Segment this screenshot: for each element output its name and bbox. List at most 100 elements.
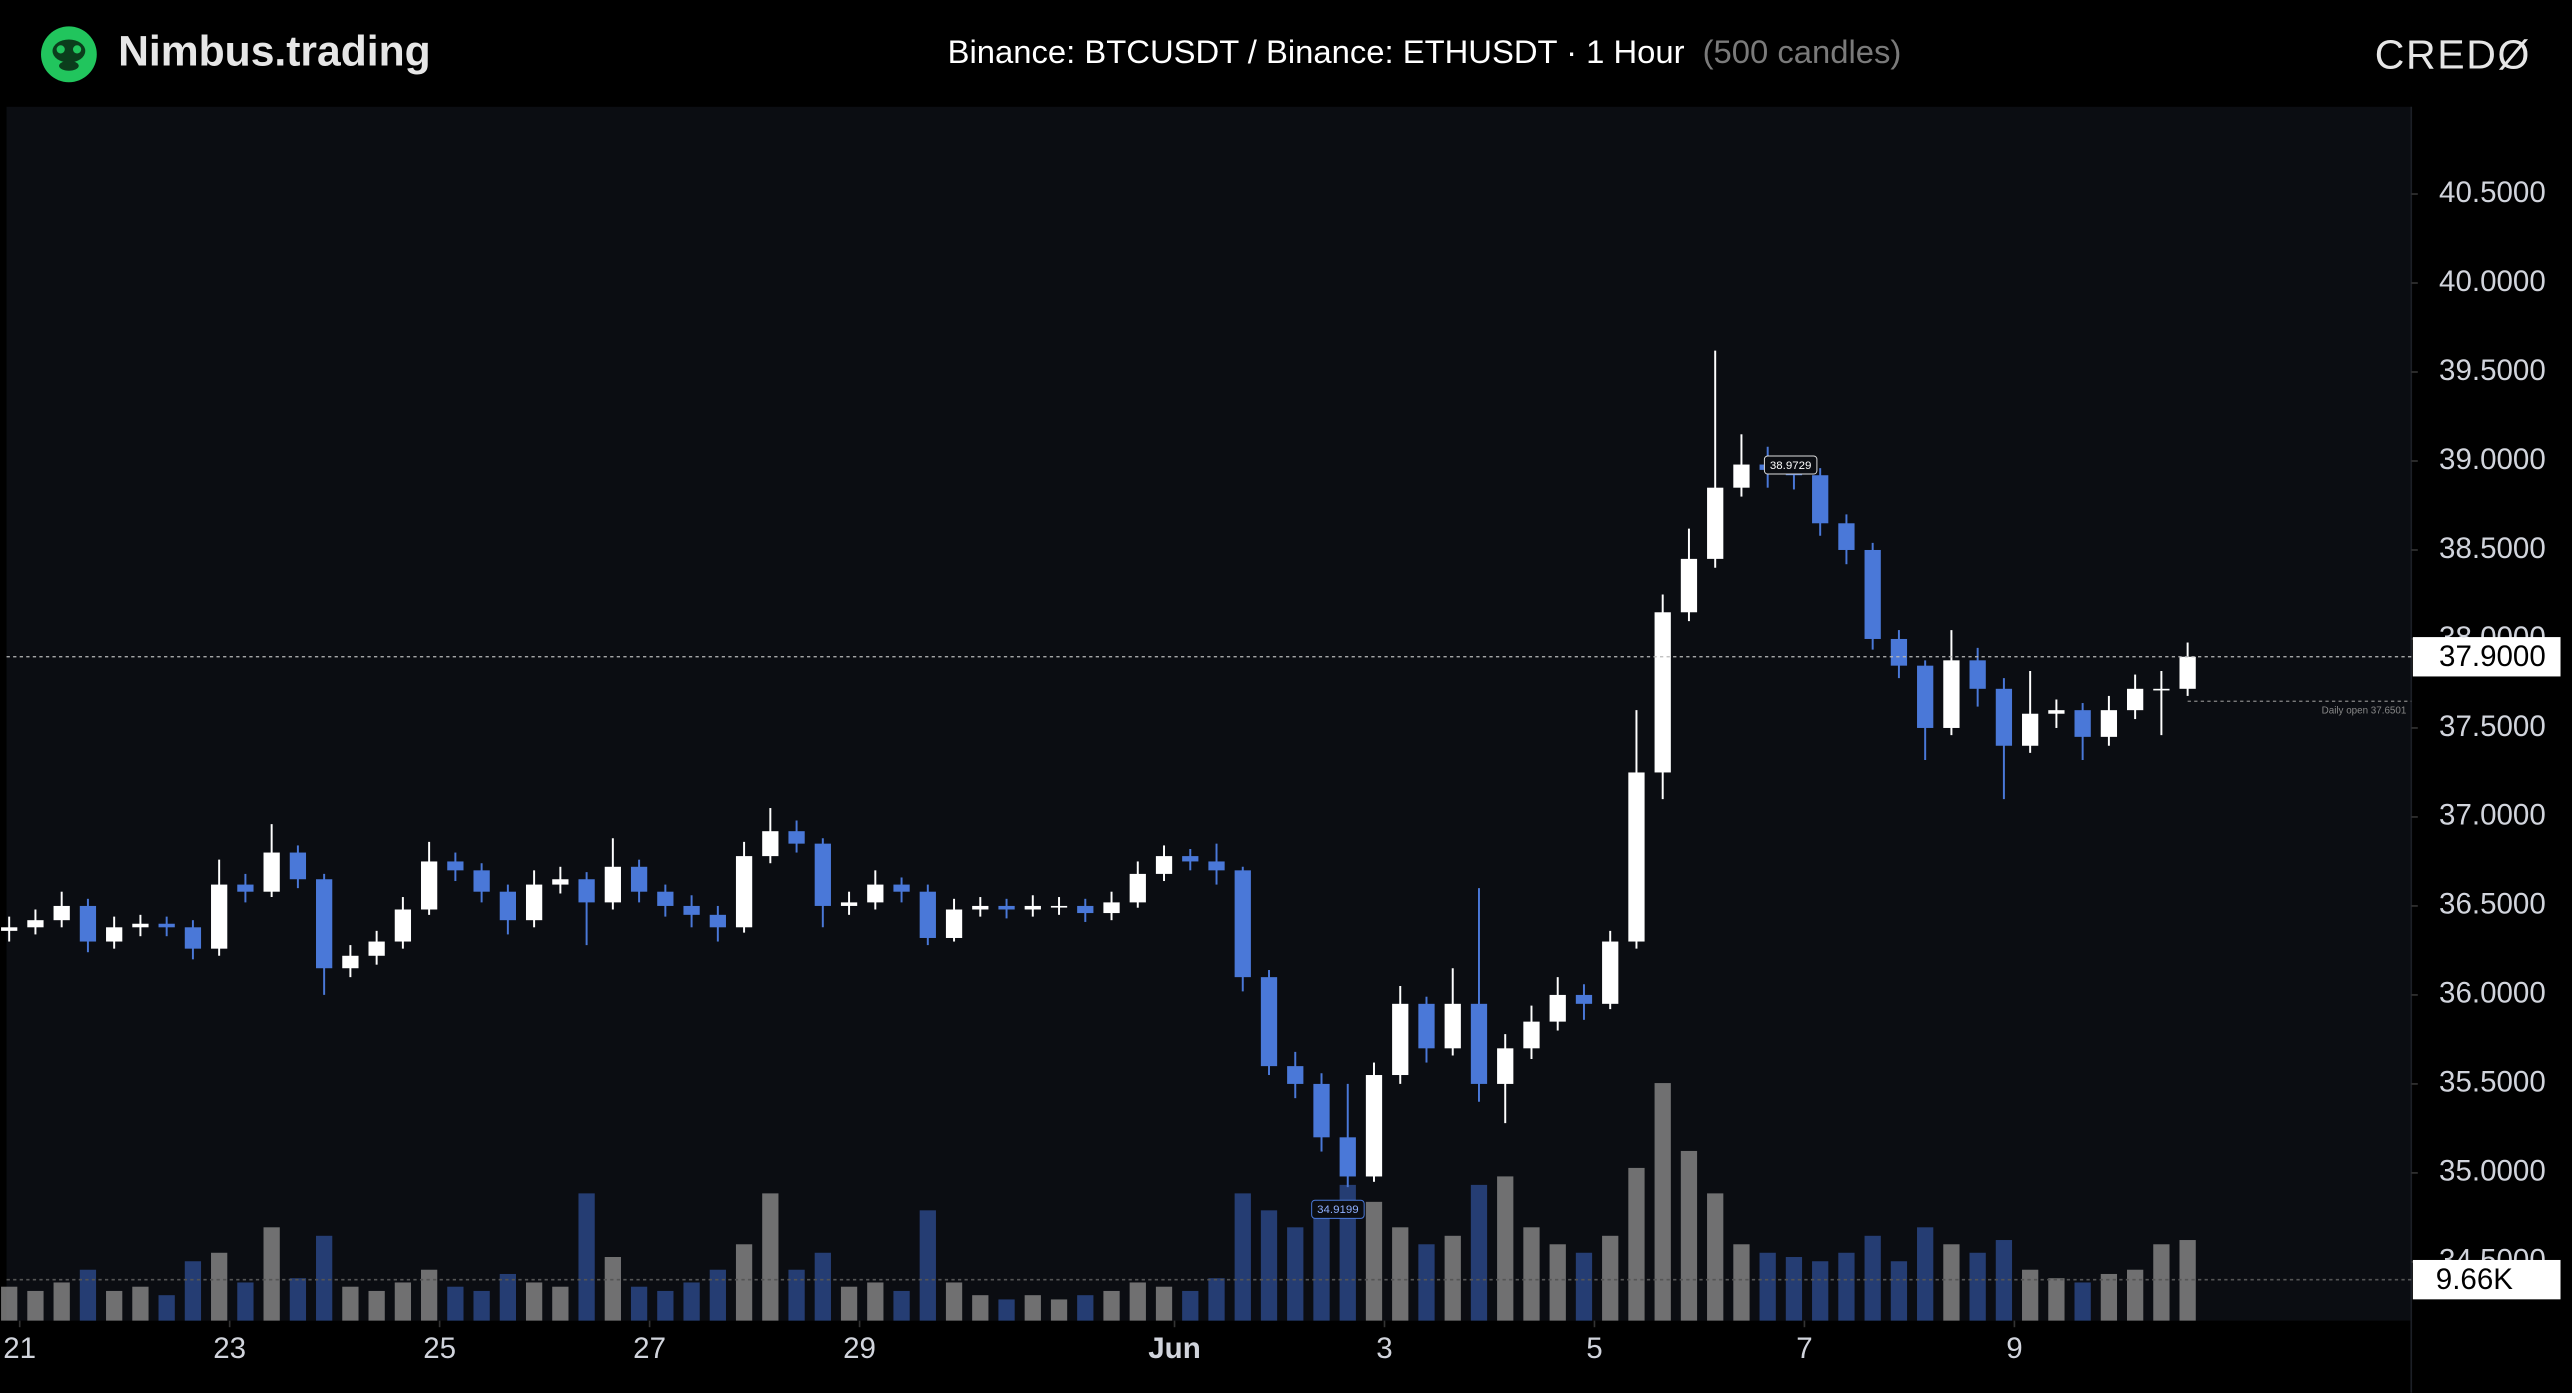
candle-body: [604, 866, 621, 903]
volume-bar: [2100, 1273, 2118, 1321]
candle-body: [762, 831, 779, 857]
candle-body: [1890, 638, 1908, 666]
volume-bar: [1260, 1210, 1278, 1321]
candle-body: [447, 861, 464, 871]
candle-body: [499, 891, 517, 921]
x-tick-label: 23: [213, 1332, 246, 1365]
volume-bar: [1418, 1244, 1435, 1321]
x-tick-label: 3: [1376, 1332, 1392, 1365]
candle-body: [342, 955, 359, 969]
candle-body: [2074, 710, 2091, 737]
x-tick-label: 27: [633, 1332, 666, 1365]
x-tick-label: 21: [3, 1332, 36, 1365]
candle-body: [972, 905, 989, 910]
low-marker-box: [1311, 1199, 1365, 1219]
candle-body: [211, 884, 228, 949]
volume-bar: [158, 1295, 175, 1321]
candle-body: [1812, 475, 1829, 524]
candle-body: [1628, 772, 1645, 942]
volume-bar: [525, 1282, 543, 1321]
candle-body: [263, 852, 280, 892]
low-marker-label: 34.9199: [1317, 1204, 1358, 1216]
volume-bar: [604, 1257, 621, 1321]
x-tick-label: 29: [843, 1332, 876, 1365]
candle-body: [552, 879, 569, 885]
volume-bar: [1155, 1286, 1173, 1321]
volume-bar: [1812, 1261, 1829, 1321]
candle-body: [1208, 861, 1225, 871]
candle-body: [158, 923, 175, 928]
volume-bar: [1024, 1295, 1041, 1321]
candle-body: [1339, 1137, 1356, 1177]
volume-bar: [237, 1282, 254, 1321]
candle-body: [1077, 905, 1094, 914]
volume-bar: [1575, 1252, 1593, 1321]
volume-bar: [211, 1252, 228, 1321]
volume-bar: [1444, 1235, 1461, 1321]
volume-bar: [919, 1210, 936, 1321]
y-tick-label: 37.0000: [2439, 799, 2546, 832]
volume-bar: [814, 1252, 831, 1321]
x-tick-label: 9: [2006, 1332, 2022, 1365]
candle-body: [630, 866, 648, 892]
volume-bar: [1208, 1278, 1225, 1321]
y-tick-label: 40.5000: [2439, 176, 2546, 209]
candle-body: [1575, 994, 1593, 1004]
candle-body: [1182, 856, 1199, 862]
logo: CREDØ: [2375, 31, 2531, 77]
candle-body: [2127, 688, 2144, 711]
volume-bar: [79, 1269, 97, 1321]
volume-bar: [1785, 1257, 1803, 1321]
volume-bar: [2022, 1269, 2039, 1321]
volume-bar: [1050, 1299, 1068, 1321]
volume-bar: [1470, 1184, 1488, 1321]
candle-body: [27, 920, 44, 928]
candle-body: [1943, 660, 1960, 728]
x-tick-label: 7: [1796, 1332, 1812, 1365]
volume-bar: [1103, 1290, 1120, 1321]
volume-bar: [1654, 1083, 1671, 1321]
volume-bar: [552, 1286, 569, 1321]
last-price-box: [2412, 637, 2561, 677]
candle-body: [1024, 905, 1041, 910]
candle-body: [1680, 558, 1698, 613]
volume-bar: [2127, 1269, 2144, 1321]
volume-bar: [709, 1269, 726, 1321]
volume-bar: [27, 1290, 44, 1321]
candle-body: [1365, 1075, 1383, 1177]
candle-body: [1, 927, 18, 931]
candle-body: [1050, 905, 1068, 908]
volume-bar: [473, 1290, 490, 1321]
volume-bar: [1, 1286, 18, 1321]
candle-body: [2100, 710, 2118, 737]
volume-bar: [394, 1282, 412, 1321]
volume-bar: [316, 1235, 333, 1321]
candle-body: [1549, 994, 1566, 1022]
y-tick-label: 37.5000: [2439, 710, 2546, 743]
volume-bar: [1969, 1252, 1986, 1321]
volume-bar: [368, 1290, 385, 1321]
symbol-title: Binance: BTCUSDT / Binance: ETHUSDT · 1 …: [948, 33, 1685, 70]
y-tick-label: 36.5000: [2439, 888, 2546, 921]
volume-bar: [447, 1286, 464, 1321]
volume-bar: [1943, 1244, 1960, 1321]
volume-bar: [998, 1299, 1015, 1321]
volume-bar: [2153, 1244, 2170, 1321]
volume-bar: [972, 1295, 989, 1321]
y-tick-label: 39.0000: [2439, 443, 2546, 476]
volume-bar: [1838, 1252, 1855, 1321]
y-tick-label: 35.5000: [2439, 1066, 2546, 1099]
volume-bar: [106, 1290, 123, 1321]
candle-body: [657, 891, 674, 906]
volume-bar: [1129, 1282, 1146, 1321]
candle-body: [1838, 523, 1855, 550]
candle-body: [1155, 856, 1173, 874]
candle-body: [184, 927, 202, 949]
volume-bar: [263, 1227, 280, 1321]
candle-body: [473, 870, 490, 892]
candle-body: [79, 905, 97, 942]
volume-bar: [1313, 1201, 1330, 1321]
candle-body: [1497, 1048, 1514, 1084]
